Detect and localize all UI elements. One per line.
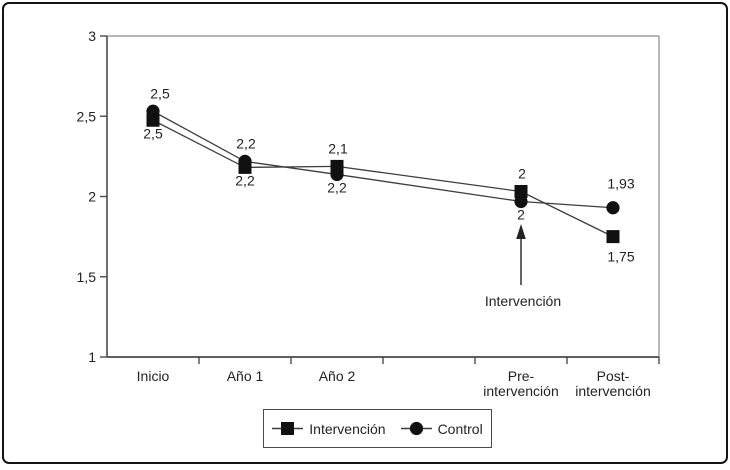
square-marker (606, 230, 620, 244)
square-marker-icon (272, 422, 304, 435)
legend-label-intervencion: Intervención (309, 420, 386, 437)
circle-marker (514, 194, 528, 209)
legend-item-intervencion: Intervención (272, 420, 386, 437)
square-marker (330, 159, 344, 173)
square-marker (146, 113, 160, 127)
line-chart: 3 2,5 2 1,5 1 Inicio Año 1 Año 2 Pre-intervenció… (77, 28, 660, 399)
point-label-control: 2,5 (150, 85, 170, 101)
point-label-intervencion: 2 (517, 207, 525, 223)
x-category-label: Post- (597, 368, 630, 384)
point-label-control: 2,2 (236, 135, 256, 151)
point-label-intervencion: 2,2 (327, 179, 347, 195)
circle-marker (606, 201, 620, 215)
annotation-label: Intervención (485, 293, 561, 309)
circle-marker-icon (400, 421, 432, 436)
figure-frame: 3 2,5 2 1,5 1 Inicio Año 1 Año 2 Pre-intervenció… (2, 2, 728, 464)
chart-legend: Intervención Control (263, 409, 492, 448)
annotation-arrow-head (516, 224, 526, 239)
x-category-label: intervención (483, 383, 559, 399)
x-category-label: Inicio (137, 368, 170, 384)
x-category-label: Año 2 (319, 368, 356, 384)
point-label-control: 2,1 (328, 140, 348, 156)
point-label-intervencion: 2,2 (235, 172, 255, 188)
point-label-control: 2 (518, 166, 526, 182)
x-category-label: Pre- (508, 368, 535, 384)
x-category-label: intervención (575, 383, 651, 399)
legend-label-control: Control (437, 420, 483, 437)
y-tick-label: 2,5 (77, 108, 97, 124)
legend-item-control: Control (400, 420, 483, 437)
square-marker (514, 185, 528, 198)
y-tick-label: 1,5 (77, 269, 97, 285)
y-tick-label: 1 (88, 349, 96, 365)
point-label-intervencion: 1,75 (607, 249, 634, 265)
point-label-control: 1,93 (607, 176, 634, 192)
series-line-control (152, 110, 614, 209)
x-category-label: Año 1 (227, 368, 264, 384)
y-tick-label: 2 (88, 189, 96, 205)
y-tick-label: 3 (88, 28, 96, 44)
series-line-intervencion (152, 119, 614, 238)
point-label-intervencion: 2,5 (143, 125, 163, 141)
square-marker (238, 160, 252, 174)
